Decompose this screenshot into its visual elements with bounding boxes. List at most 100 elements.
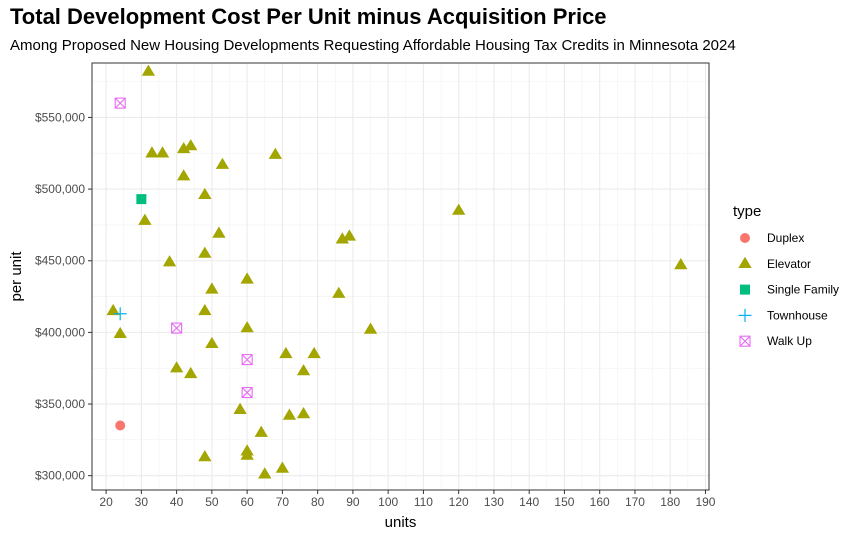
- data-point-elevator: [212, 226, 226, 238]
- x-tick-label: 130: [484, 495, 504, 509]
- marker-shape: [240, 321, 254, 333]
- marker-shape: [335, 232, 349, 244]
- data-point-elevator: [177, 141, 191, 154]
- marker-shape: [254, 425, 268, 437]
- x-tick-label: 80: [311, 495, 325, 509]
- data-point-elevator: [254, 425, 268, 437]
- marker-shape: [332, 286, 346, 298]
- plot-panel: [92, 63, 709, 490]
- marker-shape: [171, 322, 183, 334]
- data-point-single-family: [136, 194, 147, 205]
- data-point-walk-up: [241, 387, 253, 399]
- marker-shape: [115, 420, 126, 431]
- data-point-elevator: [198, 187, 212, 200]
- data-point-elevator: [205, 336, 219, 349]
- legend-label-elevator: Elevator: [767, 257, 811, 271]
- y-tick-label: $400,000: [35, 325, 85, 339]
- marker-shape: [138, 213, 152, 225]
- data-point-elevator: [674, 258, 688, 270]
- data-point-elevator: [106, 303, 120, 316]
- x-tick-label: 110: [414, 495, 433, 509]
- marker-shape: [113, 326, 127, 339]
- legend-key-duplex: [740, 233, 750, 243]
- marker-shape: [198, 450, 212, 462]
- marker-shape: [177, 169, 191, 181]
- x-tick-label: 40: [170, 495, 184, 509]
- x-tick-label: 150: [554, 495, 574, 509]
- x-tick-label: 100: [378, 495, 398, 509]
- y-tick-label: $450,000: [35, 254, 85, 268]
- data-point-elevator: [198, 246, 212, 258]
- marker-shape: [740, 284, 750, 295]
- marker-shape: [282, 408, 297, 420]
- x-tick-label: 170: [625, 495, 645, 509]
- marker-shape: [258, 467, 272, 479]
- x-tick-label: 20: [99, 495, 113, 509]
- marker-shape: [241, 354, 253, 365]
- data-point-elevator: [275, 461, 290, 473]
- marker-shape: [136, 194, 147, 205]
- marker-shape: [740, 233, 750, 243]
- data-point-elevator: [198, 450, 212, 462]
- data-point-walk-up: [114, 97, 126, 109]
- marker-shape: [296, 364, 311, 376]
- data-point-elevator: [233, 402, 247, 414]
- y-tick-label: $300,000: [35, 469, 85, 483]
- data-point-elevator: [162, 255, 177, 267]
- data-point-elevator: [335, 232, 349, 244]
- data-point-elevator: [215, 157, 230, 169]
- data-point-elevator: [296, 364, 311, 376]
- data-point-elevator: [332, 286, 346, 298]
- marker-shape: [240, 448, 254, 460]
- marker-shape: [275, 461, 290, 473]
- data-point-elevator: [141, 64, 156, 76]
- marker-shape: [162, 255, 177, 267]
- legend-key-elevator: [738, 256, 752, 268]
- marker-shape: [177, 141, 191, 154]
- legend-label-townhouse: Townhouse: [767, 308, 828, 322]
- x-tick-label: 50: [205, 495, 219, 509]
- legend-key-single-family: [740, 284, 750, 295]
- marker-shape: [169, 361, 184, 373]
- x-tick-label: 70: [276, 495, 290, 509]
- marker-shape: [342, 229, 357, 241]
- data-point-elevator: [184, 366, 198, 379]
- marker-shape: [184, 139, 198, 151]
- data-point-elevator: [342, 229, 357, 241]
- marker-shape: [739, 335, 751, 347]
- data-point-walk-up: [241, 354, 253, 366]
- marker-shape: [198, 246, 212, 258]
- data-point-elevator: [240, 448, 254, 460]
- chart-subtitle: Among Proposed New Housing Developments …: [10, 37, 736, 54]
- legend-key-townhouse: [738, 308, 752, 322]
- data-point-elevator: [145, 146, 159, 158]
- marker-shape: [241, 387, 253, 399]
- data-point-townhouse: [113, 307, 127, 321]
- y-axis-title: per unit: [8, 251, 25, 302]
- marker-shape: [141, 64, 156, 76]
- marker-shape: [198, 303, 212, 316]
- legend-title: type: [733, 203, 761, 220]
- marker-shape: [233, 402, 247, 414]
- data-point-elevator: [205, 282, 219, 294]
- marker-shape: [205, 336, 219, 349]
- marker-shape: [212, 226, 226, 238]
- x-tick-label: 140: [519, 495, 539, 509]
- marker-shape: [307, 346, 321, 359]
- x-tick-label: 160: [590, 495, 610, 509]
- data-point-elevator: [184, 139, 198, 151]
- data-point-elevator: [279, 346, 293, 359]
- marker-shape: [184, 366, 198, 379]
- data-point-elevator: [177, 169, 191, 181]
- data-point-elevator: [258, 467, 272, 479]
- marker-shape: [145, 146, 159, 158]
- data-point-elevator: [240, 321, 254, 333]
- data-point-elevator: [282, 408, 297, 420]
- marker-shape: [114, 97, 126, 109]
- data-point-elevator: [113, 326, 127, 339]
- data-point-elevator: [198, 303, 212, 316]
- marker-shape: [114, 97, 126, 109]
- marker-shape: [268, 147, 282, 159]
- data-point-elevator: [296, 407, 311, 419]
